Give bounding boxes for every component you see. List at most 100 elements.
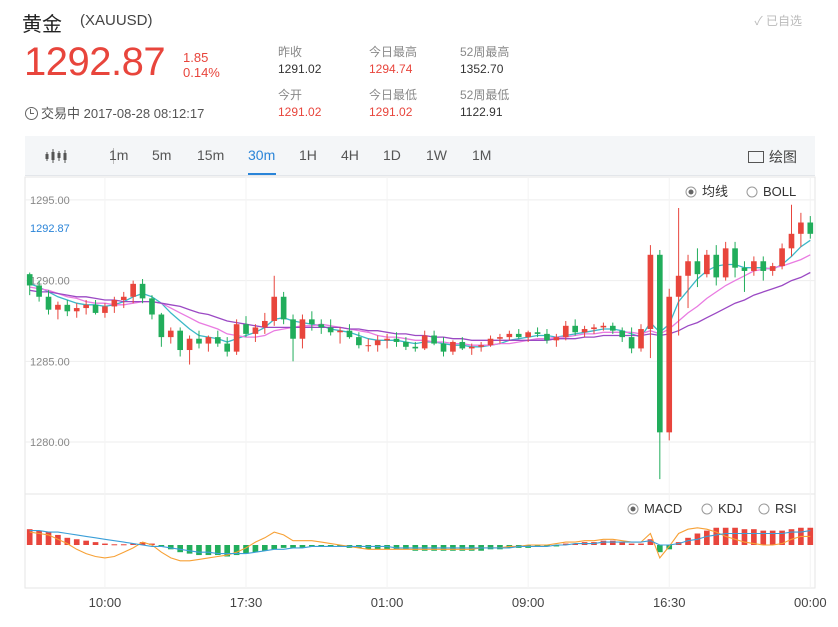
candle-body (506, 333, 513, 338)
instrument-name: 黄金 (22, 14, 62, 36)
macd-bar (64, 537, 71, 545)
stat-day-low: 今日最低 1291.02 (369, 87, 417, 121)
interval-1h[interactable]: 1H (299, 147, 317, 163)
interval-15m[interactable]: 15m (197, 147, 225, 163)
candle-body (666, 296, 673, 433)
macd-bar (224, 545, 231, 557)
candle (760, 256, 767, 281)
candle (722, 241, 729, 281)
option-ma[interactable]: 均线 (685, 184, 728, 199)
candle-body (591, 327, 597, 330)
candle-body (177, 330, 183, 351)
y-tick-label: 1290.00 (30, 276, 70, 288)
candle-body (214, 337, 221, 344)
interval-1w[interactable]: 1W (426, 147, 447, 163)
candle (271, 275, 278, 326)
candle-body (459, 341, 466, 349)
macd-bar (309, 545, 315, 547)
candle-body (647, 254, 654, 330)
candle (102, 303, 108, 318)
option-rsi-label: RSI (775, 501, 797, 516)
option-boll[interactable]: BOLL (746, 184, 796, 199)
candle-body (421, 335, 428, 349)
candle-body (572, 325, 578, 333)
candle (111, 296, 118, 313)
radio-kdj-icon[interactable] (701, 503, 713, 515)
macd-bar (657, 545, 663, 553)
toolbar-divider (113, 148, 114, 164)
candlestick-type-icon[interactable] (45, 148, 67, 164)
option-macd[interactable]: MACD (627, 501, 682, 516)
macd-bar (26, 529, 33, 545)
candle (600, 322, 607, 331)
candle-body (751, 261, 757, 271)
stat-value: 1122.91 (460, 105, 503, 119)
stat-label: 今开 (278, 88, 303, 102)
interval-30m[interactable]: 30m (248, 147, 276, 163)
candle-body (412, 346, 419, 349)
draw-tool-button[interactable]: 绘图 (748, 147, 797, 167)
candle (337, 327, 343, 344)
option-boll-label: BOLL (763, 184, 796, 199)
candle-body (581, 329, 588, 333)
chart-toolbar: 1m 5m 15m 30m 1H 4H 1D 1W 1M 绘图 (25, 136, 815, 176)
interval-5m[interactable]: 5m (152, 147, 172, 163)
candle-body (224, 343, 231, 352)
candle (497, 333, 503, 344)
candle-body (356, 337, 362, 346)
macd-bar (751, 529, 757, 545)
candle (64, 299, 71, 317)
candle-body (450, 341, 456, 352)
x-tick-label: 17:30 (230, 595, 263, 610)
interval-1mo[interactable]: 1M (472, 147, 492, 163)
x-tick-label: 16:30 (653, 595, 686, 610)
candle (704, 249, 710, 278)
macd-bar (393, 545, 400, 550)
candle-body (515, 333, 522, 338)
option-rsi[interactable]: RSI (758, 501, 797, 516)
current-price-axis-label: 1292.87 (30, 223, 70, 235)
interval-4h[interactable]: 4H (341, 147, 359, 163)
candle (647, 245, 654, 359)
candle-body (196, 338, 202, 344)
candle (393, 332, 400, 347)
candle (365, 338, 372, 352)
candle (403, 337, 409, 351)
macd-bar (36, 530, 42, 545)
macd-bar (337, 545, 343, 547)
option-kdj[interactable]: KDJ (701, 501, 743, 516)
candle-body (619, 330, 626, 338)
option-macd-label: MACD (644, 501, 682, 516)
radio-boll-icon[interactable] (746, 186, 758, 198)
macd-bar (186, 545, 193, 554)
macd-bar (374, 545, 381, 550)
macd-bar (534, 545, 541, 547)
macd-bar (600, 540, 607, 545)
radio-rsi-icon[interactable] (758, 503, 770, 515)
candle (92, 299, 99, 315)
candle-body (186, 338, 193, 351)
candle (186, 335, 193, 365)
x-tick-label: 10:00 (89, 595, 122, 610)
candle (280, 291, 287, 325)
stat-52w-high: 52周最高 1352.70 (460, 44, 509, 78)
candle (675, 207, 682, 336)
macd-bar (769, 530, 776, 545)
status-time-text: 交易中 2017-08-28 08:12:17 (41, 106, 205, 121)
interval-1d[interactable]: 1D (383, 147, 401, 163)
macd-bar (365, 545, 372, 550)
watchlist-toggle[interactable]: ✓ 已自选 (754, 14, 802, 28)
macd-bar (299, 545, 306, 548)
candle-body (534, 332, 541, 334)
candle-body (64, 304, 71, 312)
option-kdj-label: KDJ (718, 501, 743, 516)
candle-body (553, 337, 560, 341)
macd-bar (609, 540, 616, 545)
candle-body (779, 248, 785, 267)
macd-bar (262, 545, 268, 551)
candle (36, 280, 42, 302)
interval-1m[interactable]: 1m (109, 147, 129, 163)
candle-body (280, 296, 287, 320)
candle-body (675, 275, 682, 297)
radio-ma-dot (688, 189, 694, 195)
